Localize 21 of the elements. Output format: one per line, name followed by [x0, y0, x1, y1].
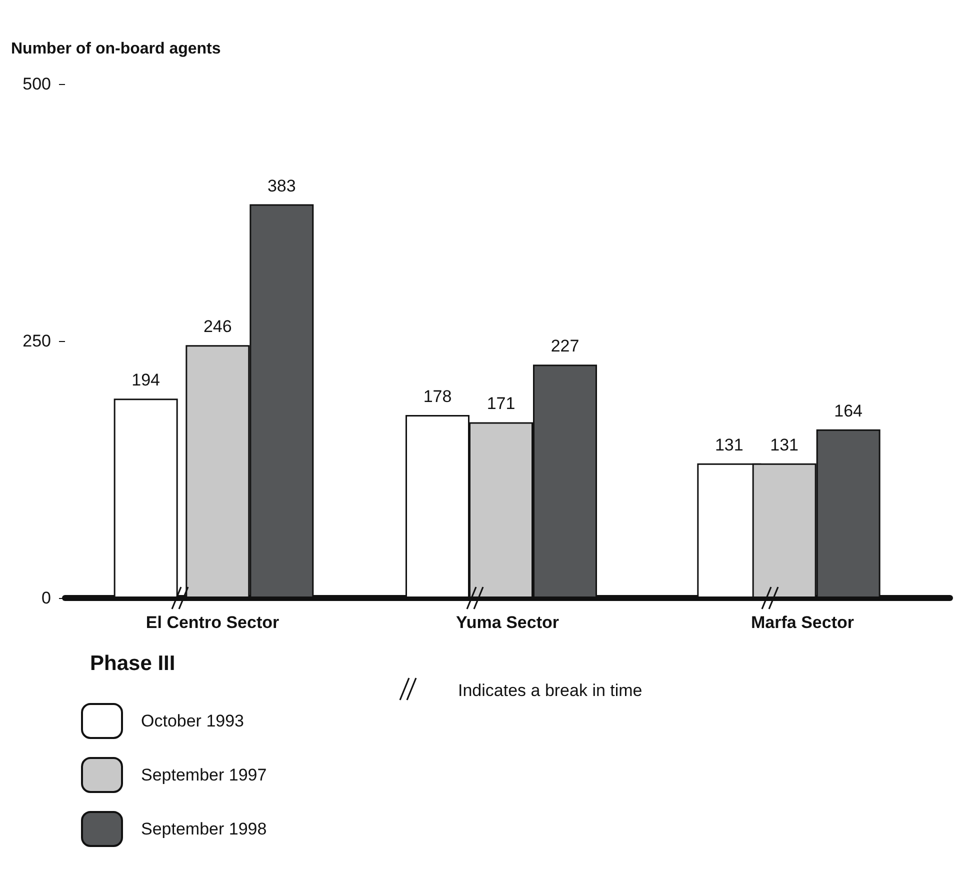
x-tick-label: Yuma Sector [456, 613, 560, 632]
legend-label: September 1998 [141, 820, 267, 838]
data-label: 178 [423, 387, 452, 406]
data-label: 171 [486, 394, 516, 414]
chart-title: Number of on-board agents [11, 40, 221, 58]
legend-title: Phase III [90, 652, 176, 675]
legend-label: October 1993 [141, 712, 244, 730]
data-label: 194 [132, 370, 160, 390]
y-tick-label: 0 [42, 588, 51, 608]
y-tick-label: 500 [22, 74, 51, 94]
data-label: 227 [550, 336, 580, 356]
x-tick-label: El Centro Sector [146, 613, 280, 632]
data-label: 383 [267, 176, 296, 196]
y-tick-label: 250 [22, 332, 51, 350]
data-label: 131 [714, 435, 744, 454]
legend-label: September 1997 [141, 766, 267, 784]
data-label: 164 [834, 401, 863, 420]
data-label: 246 [203, 317, 232, 336]
data-label: 131 [770, 435, 799, 454]
text: Indicates a break in time [458, 681, 642, 701]
x-tick-label: Marfa Sector [751, 613, 854, 632]
